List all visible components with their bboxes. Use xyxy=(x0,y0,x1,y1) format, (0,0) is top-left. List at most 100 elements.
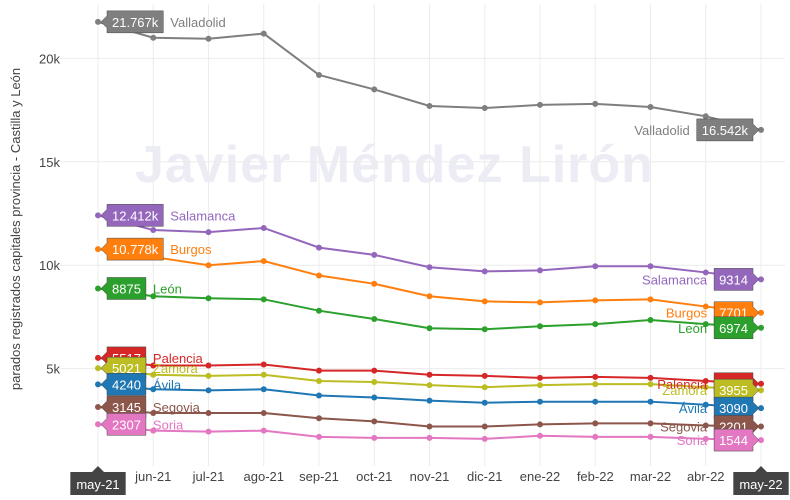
end-value-label: 9314 xyxy=(713,268,760,291)
data-point xyxy=(371,379,378,386)
start-label-box xyxy=(100,277,147,300)
data-point xyxy=(95,421,101,428)
start-value-text: 5021 xyxy=(112,361,141,376)
data-point xyxy=(95,285,101,292)
x-tick-highlight: may-21 xyxy=(70,466,126,495)
data-point xyxy=(260,224,267,231)
data-point xyxy=(95,246,101,253)
data-point xyxy=(481,372,488,379)
data-point xyxy=(537,398,543,405)
data-point xyxy=(702,401,709,408)
data-point xyxy=(426,423,433,430)
data-point xyxy=(537,323,543,330)
x-tick-label: dic-21 xyxy=(467,469,502,484)
data-point xyxy=(647,433,654,440)
y-tick-label: 5k xyxy=(46,362,60,377)
y-tick-label: 15k xyxy=(39,155,60,170)
data-point xyxy=(205,35,212,42)
x-tick-label: may-21 xyxy=(76,477,119,492)
x-tick-label: nov-21 xyxy=(410,469,450,484)
data-point xyxy=(537,421,543,428)
data-point xyxy=(481,105,488,112)
data-point xyxy=(316,367,322,374)
data-point xyxy=(205,262,212,269)
start-series-name: León xyxy=(153,281,182,296)
start-value-label: 2307 xyxy=(100,413,147,436)
data-point xyxy=(702,321,709,328)
data-point xyxy=(205,229,212,236)
data-point xyxy=(150,410,157,417)
start-value-label: 12.412k xyxy=(100,204,164,227)
end-series-name: Valladolid xyxy=(634,123,689,138)
data-point xyxy=(205,362,212,369)
data-point xyxy=(758,405,764,412)
data-point xyxy=(95,403,101,410)
start-label-box xyxy=(100,10,164,34)
data-point xyxy=(537,382,543,389)
y-axis-label: parados registrados capitales provincia … xyxy=(8,68,23,390)
data-point xyxy=(647,317,654,324)
data-point xyxy=(702,384,709,391)
end-value-text: 6974 xyxy=(719,321,748,336)
data-point xyxy=(316,392,322,399)
data-point xyxy=(260,371,267,378)
end-value-text: 3955 xyxy=(719,383,748,398)
end-label-box xyxy=(713,316,760,340)
data-point xyxy=(481,384,488,391)
start-label-box xyxy=(100,373,147,396)
data-point xyxy=(150,293,157,300)
data-point xyxy=(205,387,212,394)
end-label-box xyxy=(696,118,760,142)
data-point xyxy=(371,315,378,322)
data-point xyxy=(150,386,157,393)
data-point xyxy=(537,299,543,306)
data-point xyxy=(426,264,433,271)
end-series-name: Segovia xyxy=(660,419,708,434)
data-point xyxy=(371,280,378,287)
start-value-label: 8875 xyxy=(100,277,147,300)
start-label-box xyxy=(100,204,164,227)
start-series-name: Segovia xyxy=(153,400,201,415)
start-value-text: 2307 xyxy=(112,417,141,432)
end-value-text: 16.542k xyxy=(702,123,749,138)
data-point xyxy=(702,435,709,442)
start-series-name: Salamanca xyxy=(170,208,236,223)
start-series-name: Valladolid xyxy=(170,15,225,30)
start-label-box xyxy=(100,413,147,436)
data-point xyxy=(426,293,433,300)
end-series-name: Soria xyxy=(677,433,708,448)
data-point xyxy=(95,354,101,361)
data-point xyxy=(260,410,267,417)
x-tick-label: feb-22 xyxy=(577,469,614,484)
end-value-text: 1544 xyxy=(719,433,748,448)
start-value-label: 4240 xyxy=(100,373,147,396)
data-point xyxy=(371,418,378,425)
data-point xyxy=(647,374,654,381)
data-point xyxy=(316,272,322,279)
data-point xyxy=(205,295,212,302)
data-point xyxy=(150,427,157,434)
data-point xyxy=(481,423,488,430)
data-point xyxy=(481,435,488,442)
data-point xyxy=(537,432,543,439)
start-value-text: 4240 xyxy=(112,377,141,392)
start-value-label: 10.778k xyxy=(100,237,164,261)
data-point xyxy=(371,394,378,401)
end-series-name: Zamora xyxy=(662,383,708,398)
data-point xyxy=(592,398,599,405)
data-point xyxy=(426,102,433,109)
data-point xyxy=(481,298,488,305)
end-value-label: 3090 xyxy=(713,396,760,420)
end-series-name: Burgos xyxy=(666,306,708,321)
x-tick-highlight: may-22 xyxy=(733,466,789,495)
end-series-name: Palencia xyxy=(657,377,708,392)
end-value-text: 9314 xyxy=(719,272,748,287)
data-point xyxy=(371,251,378,258)
x-axis: may-21 jun-21 jul-21 ago-21 sep-21 oct-21 nov-… xyxy=(70,466,789,495)
data-point xyxy=(426,371,433,378)
data-point xyxy=(316,307,322,314)
data-point xyxy=(426,434,433,441)
data-point xyxy=(150,34,157,41)
data-point xyxy=(95,18,101,25)
